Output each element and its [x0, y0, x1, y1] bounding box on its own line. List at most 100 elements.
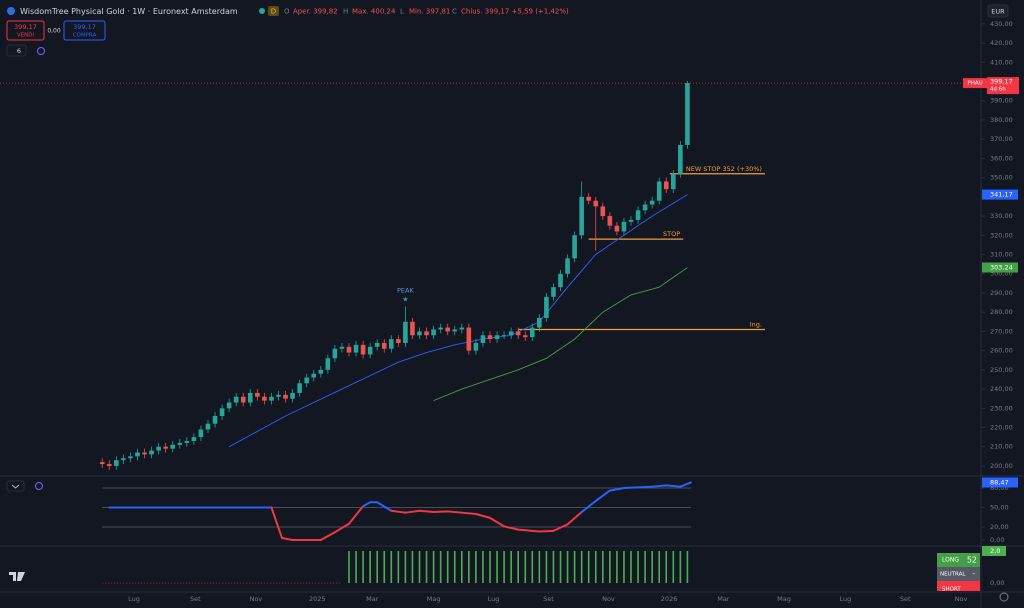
- candle-body: [106, 464, 112, 466]
- oscillator-segment: [552, 523, 569, 532]
- spread: 0,00: [47, 28, 61, 35]
- sell-label: VENDI: [17, 33, 35, 39]
- candle-body: [621, 221, 627, 232]
- candle-body: [522, 335, 528, 338]
- price-tag-box: [987, 77, 1019, 95]
- candle-body: [445, 327, 450, 332]
- indicator-icon[interactable]: [37, 47, 45, 55]
- currency-box[interactable]: [987, 4, 1009, 18]
- candle-body: [255, 392, 260, 397]
- candle-body: [325, 358, 331, 370]
- candle-body: [388, 339, 394, 349]
- symbol-tag: PHAU: [967, 81, 982, 87]
- settings-icon[interactable]: [999, 592, 1009, 602]
- price-tag-box: [982, 189, 1018, 200]
- candle-body: [480, 335, 486, 343]
- candle-body: [494, 335, 500, 340]
- signal-bar: [609, 551, 611, 584]
- oscillator-segment: [281, 537, 294, 541]
- x-tick-label: Mar: [717, 595, 730, 603]
- y-tick-label: 220,00: [990, 424, 1013, 432]
- indicators-toggle[interactable]: [6, 44, 27, 57]
- candle-body: [233, 396, 239, 403]
- ohlc-key: O: [284, 8, 290, 16]
- signal-bar: [545, 551, 548, 584]
- candle-body: [177, 442, 183, 445]
- y-tick-label: 330,00: [990, 212, 1013, 220]
- y-tick-label: 250,00: [990, 366, 1013, 374]
- y-tick-label: 240,00: [990, 385, 1013, 393]
- x-tick-label: Lug: [128, 595, 140, 603]
- neutral-value: -: [972, 570, 975, 578]
- y-tick-label: 360,00: [990, 154, 1013, 162]
- y-tick-label: 200,00: [990, 462, 1013, 470]
- candle-body: [247, 392, 253, 403]
- candle-body: [339, 346, 345, 349]
- annotation: PEAK: [397, 286, 414, 294]
- candle-body: [537, 317, 542, 328]
- pane-toggle[interactable]: [6, 480, 25, 492]
- short-box: [937, 581, 980, 591]
- candle-body: [360, 344, 366, 355]
- candle-body: [205, 423, 211, 430]
- candle-body: [558, 273, 563, 288]
- y-tick-label: 320,00: [990, 231, 1013, 239]
- ohlc-value: Chius. 399,17 +5,59 (+1,42%): [461, 8, 569, 16]
- signal-bar: [496, 551, 498, 584]
- candle-body: [501, 335, 507, 337]
- y-tick-label: 390,00: [990, 97, 1013, 105]
- symbol-tag-box: [963, 78, 987, 89]
- signal-bar: [623, 551, 625, 584]
- candle-body: [121, 458, 126, 461]
- ohlc-value: Max. 400,24: [352, 8, 396, 16]
- candle-body: [290, 392, 295, 399]
- y-tick-label: 290,00: [990, 289, 1013, 297]
- neutral-box: [937, 567, 980, 581]
- oscillator-segment: [651, 484, 668, 488]
- badge: D: [271, 8, 276, 16]
- y-tick-label: 410,00: [990, 58, 1013, 66]
- candle-body: [473, 342, 479, 351]
- value-tag-box: [982, 477, 1018, 488]
- buy-button[interactable]: [63, 20, 106, 41]
- candle-body: [678, 144, 683, 174]
- x-tick-label: Lug: [488, 595, 500, 603]
- indicator-icon[interactable]: [35, 482, 43, 490]
- candle-body: [438, 327, 443, 330]
- x-tick-label: Mar: [366, 595, 379, 603]
- annotation-marker: ★: [402, 295, 408, 303]
- candle-body: [410, 321, 415, 336]
- buy-label: COMPRA: [73, 33, 97, 39]
- candle-body: [551, 287, 556, 297]
- candle-body: [304, 377, 309, 384]
- sell-button[interactable]: [6, 20, 45, 41]
- price-tag: 399,17: [990, 78, 1013, 86]
- candle-body: [156, 446, 161, 451]
- signal-bar: [482, 551, 484, 584]
- oscillator-segment: [594, 489, 611, 502]
- oscillator-segment: [432, 510, 449, 514]
- candle-body: [318, 369, 324, 374]
- signal-bar: [411, 551, 414, 584]
- candle-body: [170, 444, 176, 449]
- signal-bar: [602, 551, 604, 584]
- signal-bar: [390, 551, 393, 584]
- signal-bar: [489, 551, 491, 584]
- x-tick-label: Set: [543, 595, 554, 603]
- oscillator-segment: [517, 528, 534, 532]
- symbol-title[interactable]: WisdomTree Physical Gold · 1W · Euronext…: [20, 7, 238, 16]
- y-tick-label: 210,00: [990, 443, 1013, 451]
- candle-body: [572, 235, 577, 259]
- candle-body: [635, 210, 641, 220]
- signal-bar: [644, 551, 646, 584]
- oscillator-segment: [362, 501, 372, 508]
- long-label: LONG: [942, 557, 959, 564]
- y-tick-label: 80,00: [990, 484, 1009, 492]
- signal-bar: [517, 551, 520, 584]
- oscillator-segment: [580, 499, 597, 514]
- y-tick-label: 0,00: [990, 579, 1004, 587]
- ohlc-key: H: [343, 8, 348, 16]
- value-tag-box: [982, 546, 1006, 557]
- candle-body: [262, 396, 267, 401]
